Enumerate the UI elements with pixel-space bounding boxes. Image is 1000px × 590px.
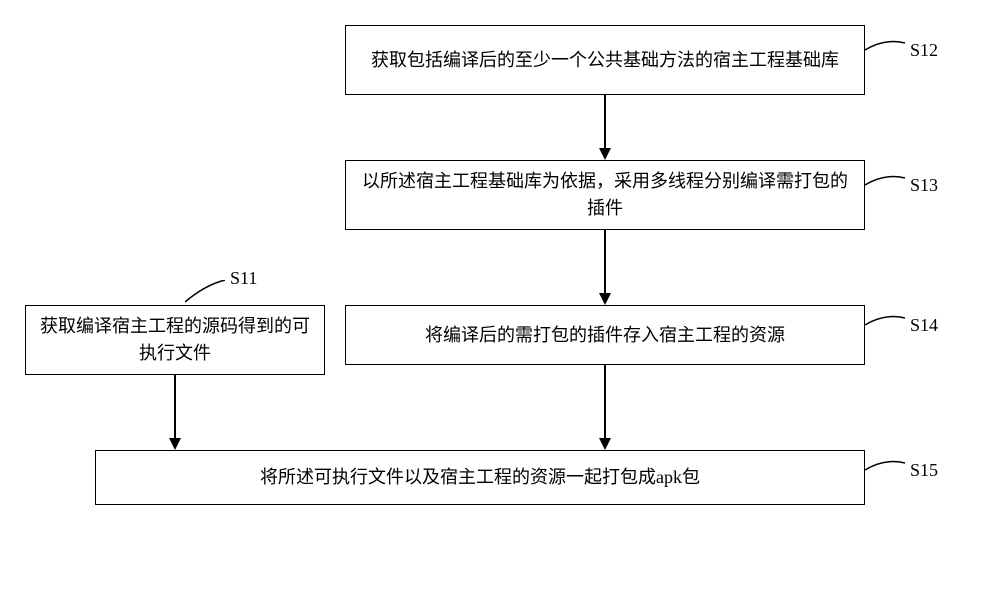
connector-s14: [865, 313, 910, 333]
node-label-s11: S11: [230, 268, 257, 289]
flowchart-node-s13: 以所述宿主工程基础库为依据，采用多线程分别编译需打包的插件: [345, 160, 865, 230]
flowchart-node-s11: 获取编译宿主工程的源码得到的可执行文件: [25, 305, 325, 375]
arrow-s12-s13: [604, 95, 606, 148]
arrow-head-icon: [169, 438, 181, 450]
arrow-s11-s15: [174, 375, 176, 438]
arrow-s13-s14: [604, 230, 606, 293]
node-text: 获取编译宿主工程的源码得到的可执行文件: [38, 313, 312, 367]
arrow-head-icon: [599, 293, 611, 305]
node-label-s15: S15: [910, 460, 938, 481]
node-label-s13: S13: [910, 175, 938, 196]
flowchart-node-s15: 将所述可执行文件以及宿主工程的资源一起打包成apk包: [95, 450, 865, 505]
arrow-head-icon: [599, 438, 611, 450]
arrow-head-icon: [599, 148, 611, 160]
flowchart-node-s12: 获取包括编译后的至少一个公共基础方法的宿主工程基础库: [345, 25, 865, 95]
node-label-s14: S14: [910, 315, 938, 336]
connector-s11: [185, 280, 230, 305]
flowchart-node-s14: 将编译后的需打包的插件存入宿主工程的资源: [345, 305, 865, 365]
connector-s15: [865, 458, 910, 478]
arrow-s14-s15: [604, 365, 606, 438]
connector-s13: [865, 173, 910, 193]
connector-s12: [865, 38, 910, 58]
node-text: 将编译后的需打包的插件存入宿主工程的资源: [425, 322, 785, 349]
node-text: 获取包括编译后的至少一个公共基础方法的宿主工程基础库: [371, 47, 839, 74]
node-text: 将所述可执行文件以及宿主工程的资源一起打包成apk包: [260, 464, 700, 491]
node-text: 以所述宿主工程基础库为依据，采用多线程分别编译需打包的插件: [358, 168, 852, 222]
node-label-s12: S12: [910, 40, 938, 61]
